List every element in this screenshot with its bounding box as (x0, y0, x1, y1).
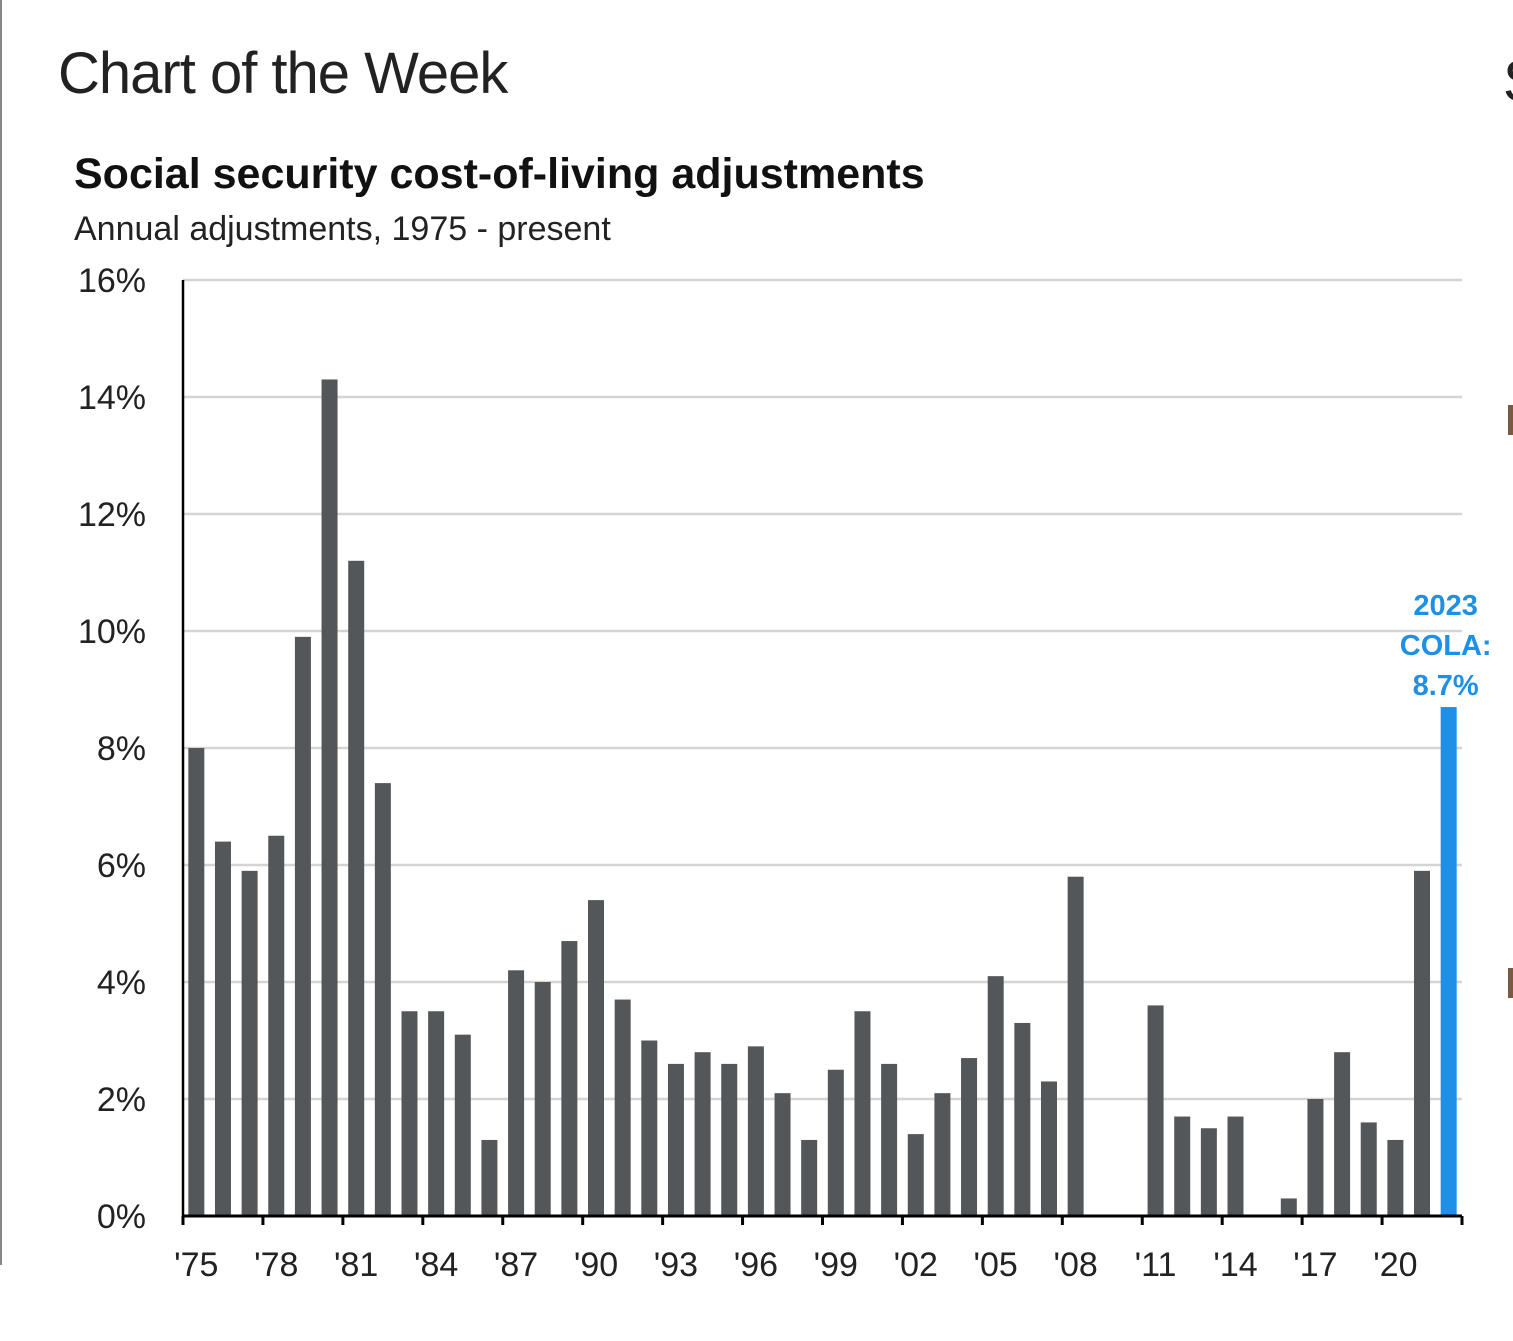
bar-2019 (1360, 1122, 1377, 1216)
bar-1988 (534, 982, 551, 1216)
x-tick-label: '81 (334, 1246, 378, 1284)
chart-subtitle: Annual adjustments, 1975 - present (74, 210, 611, 248)
left-border (0, 0, 2, 1265)
bar-2016 (1280, 1198, 1297, 1216)
bar-2005 (987, 976, 1004, 1216)
x-tick-label: '14 (1213, 1246, 1257, 1284)
bar-2014 (1227, 1116, 1244, 1216)
bar-1979 (294, 636, 311, 1216)
bar-1981 (348, 560, 365, 1216)
bar-2006 (1014, 1022, 1031, 1216)
bar-1991 (614, 999, 631, 1216)
page-title: Chart of the Week (58, 41, 508, 106)
bar-1998 (801, 1139, 818, 1216)
x-tick-label: '93 (654, 1246, 698, 1284)
y-tick-label: 0% (97, 1198, 146, 1236)
x-tick-label: '08 (1053, 1246, 1097, 1284)
y-tick-label: 16% (78, 262, 146, 300)
bar-2000 (854, 1011, 871, 1216)
bar-1978 (268, 835, 285, 1216)
bar-2008 (1067, 876, 1084, 1216)
x-tick-label: '02 (894, 1246, 938, 1284)
bar-1977 (241, 870, 258, 1216)
bar-2021 (1414, 870, 1431, 1216)
bar-1985 (454, 1034, 471, 1216)
bar-2004 (961, 1058, 978, 1216)
bar-1990 (588, 900, 605, 1216)
x-tick-label: '87 (494, 1246, 538, 1284)
x-tick-label: '78 (254, 1246, 298, 1284)
bar-1992 (641, 1040, 658, 1216)
bar-1995 (721, 1063, 738, 1216)
y-tick-label: 2% (97, 1081, 146, 1119)
bar-2020 (1387, 1139, 1404, 1216)
cut-off-heading: S (1503, 48, 1513, 115)
bar-2003 (934, 1093, 951, 1216)
y-tick-label: 10% (78, 613, 146, 651)
x-tick-label: '84 (414, 1246, 458, 1284)
chart-title: Social security cost-of-living adjustmen… (74, 150, 925, 198)
bar-2011 (1147, 1005, 1164, 1216)
bar-1983 (401, 1011, 418, 1216)
bar-1994 (694, 1052, 711, 1216)
x-tick-label: '96 (734, 1246, 778, 1284)
cola-annotation: 2023 (1413, 590, 1478, 622)
y-tick-label: 4% (97, 964, 146, 1002)
y-tick-label: 14% (78, 379, 146, 417)
bar-1984 (428, 1011, 445, 1216)
bar-1975 (188, 748, 205, 1216)
bar-1989 (561, 941, 578, 1216)
y-tick-label: 8% (97, 730, 146, 768)
bar-2007 (1040, 1081, 1057, 1216)
bar-1986 (481, 1139, 498, 1216)
bar-1996 (747, 1046, 764, 1216)
y-tick-label: 12% (78, 496, 146, 534)
bar-1982 (374, 783, 391, 1216)
bar-1997 (774, 1093, 791, 1216)
cola-annotation: 8.7% (1413, 670, 1479, 702)
x-tick-label: '90 (574, 1246, 618, 1284)
bar-2013 (1200, 1128, 1217, 1216)
x-tick-label: '05 (974, 1246, 1018, 1284)
bar-1993 (667, 1063, 684, 1216)
x-tick-label: '75 (174, 1246, 218, 1284)
x-tick-label: '20 (1373, 1246, 1417, 1284)
bar-2022 (1440, 707, 1457, 1216)
bar-1999 (827, 1069, 844, 1216)
x-tick-label: '99 (814, 1246, 858, 1284)
y-tick-label: 6% (97, 847, 146, 885)
cut-off-bullet (1508, 405, 1513, 435)
bar-1980 (321, 379, 338, 1216)
bar-2001 (881, 1063, 898, 1216)
x-tick-label: '11 (1135, 1246, 1177, 1284)
bar-2017 (1307, 1099, 1324, 1216)
bar-2018 (1334, 1052, 1351, 1216)
bar-2012 (1174, 1116, 1191, 1216)
bar-2002 (907, 1134, 924, 1216)
cut-off-bullet (1508, 968, 1513, 998)
bar-1976 (214, 841, 231, 1216)
bar-1987 (508, 970, 525, 1216)
x-tick-label: '17 (1293, 1246, 1337, 1284)
cola-annotation: COLA: (1400, 630, 1492, 662)
